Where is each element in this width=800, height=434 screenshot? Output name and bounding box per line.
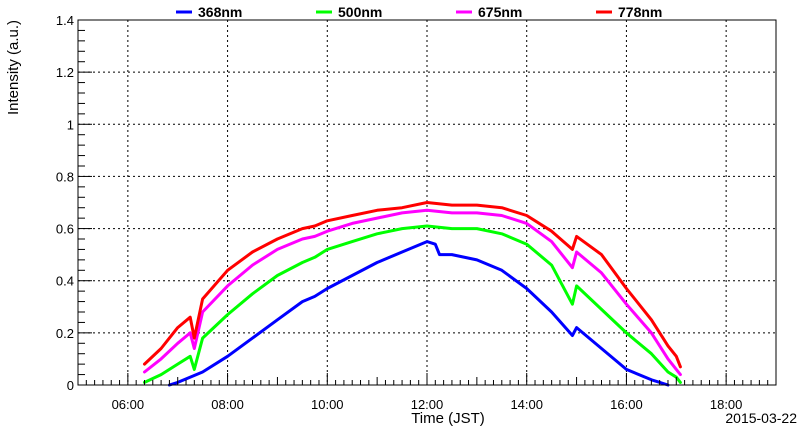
y-axis-title: Intensity (a.u.) <box>5 20 22 115</box>
series-line-500nm <box>143 224 682 384</box>
legend-item-778nm: 778nm <box>596 4 662 20</box>
grid <box>78 20 776 385</box>
legend: 368nm 500nm 675nm 778nm <box>176 4 662 20</box>
x-tick-label: 12:00 <box>411 397 444 412</box>
y-tick-label: 1 <box>67 117 74 132</box>
series-layer <box>143 201 682 387</box>
legend-label-675nm: 675nm <box>478 4 522 20</box>
legend-label-500nm: 500nm <box>338 4 382 20</box>
y-tick-label: 0.6 <box>56 222 74 237</box>
y-tick-label: 0.2 <box>56 326 74 341</box>
x-axis: 06:00 08:00 10:00 12:00 14:00 16:00 18:00 <box>77 373 777 412</box>
x-tick-label: 06:00 <box>112 397 145 412</box>
date-label: 2015-03-22 <box>725 410 797 426</box>
y-axis: 0 0.2 0.4 0.6 0.8 1 1.2 1.4 <box>56 13 92 393</box>
series-line-778nm <box>143 201 682 369</box>
legend-item-675nm: 675nm <box>456 4 522 20</box>
legend-item-500nm: 500nm <box>316 4 382 20</box>
x-tick-label: 14:00 <box>510 397 543 412</box>
legend-label-778nm: 778nm <box>618 4 662 20</box>
x-tick-label: 16:00 <box>610 397 643 412</box>
x-tick-label: 10:00 <box>311 397 344 412</box>
legend-label-368nm: 368nm <box>198 4 242 20</box>
y-tick-label: 0.8 <box>56 169 74 184</box>
y-tick-label: 0 <box>67 378 74 393</box>
series-line-675nm <box>143 208 682 377</box>
y-tick-label: 1.4 <box>56 13 74 28</box>
series-line-368nm <box>167 240 670 387</box>
y-tick-label: 1.2 <box>56 65 74 80</box>
legend-item-368nm: 368nm <box>176 4 242 20</box>
y-tick-label: 0.4 <box>56 274 74 289</box>
x-tick-label: 18:00 <box>710 397 743 412</box>
x-tick-label: 08:00 <box>211 397 244 412</box>
x-axis-title: Time (JST) <box>411 410 485 427</box>
